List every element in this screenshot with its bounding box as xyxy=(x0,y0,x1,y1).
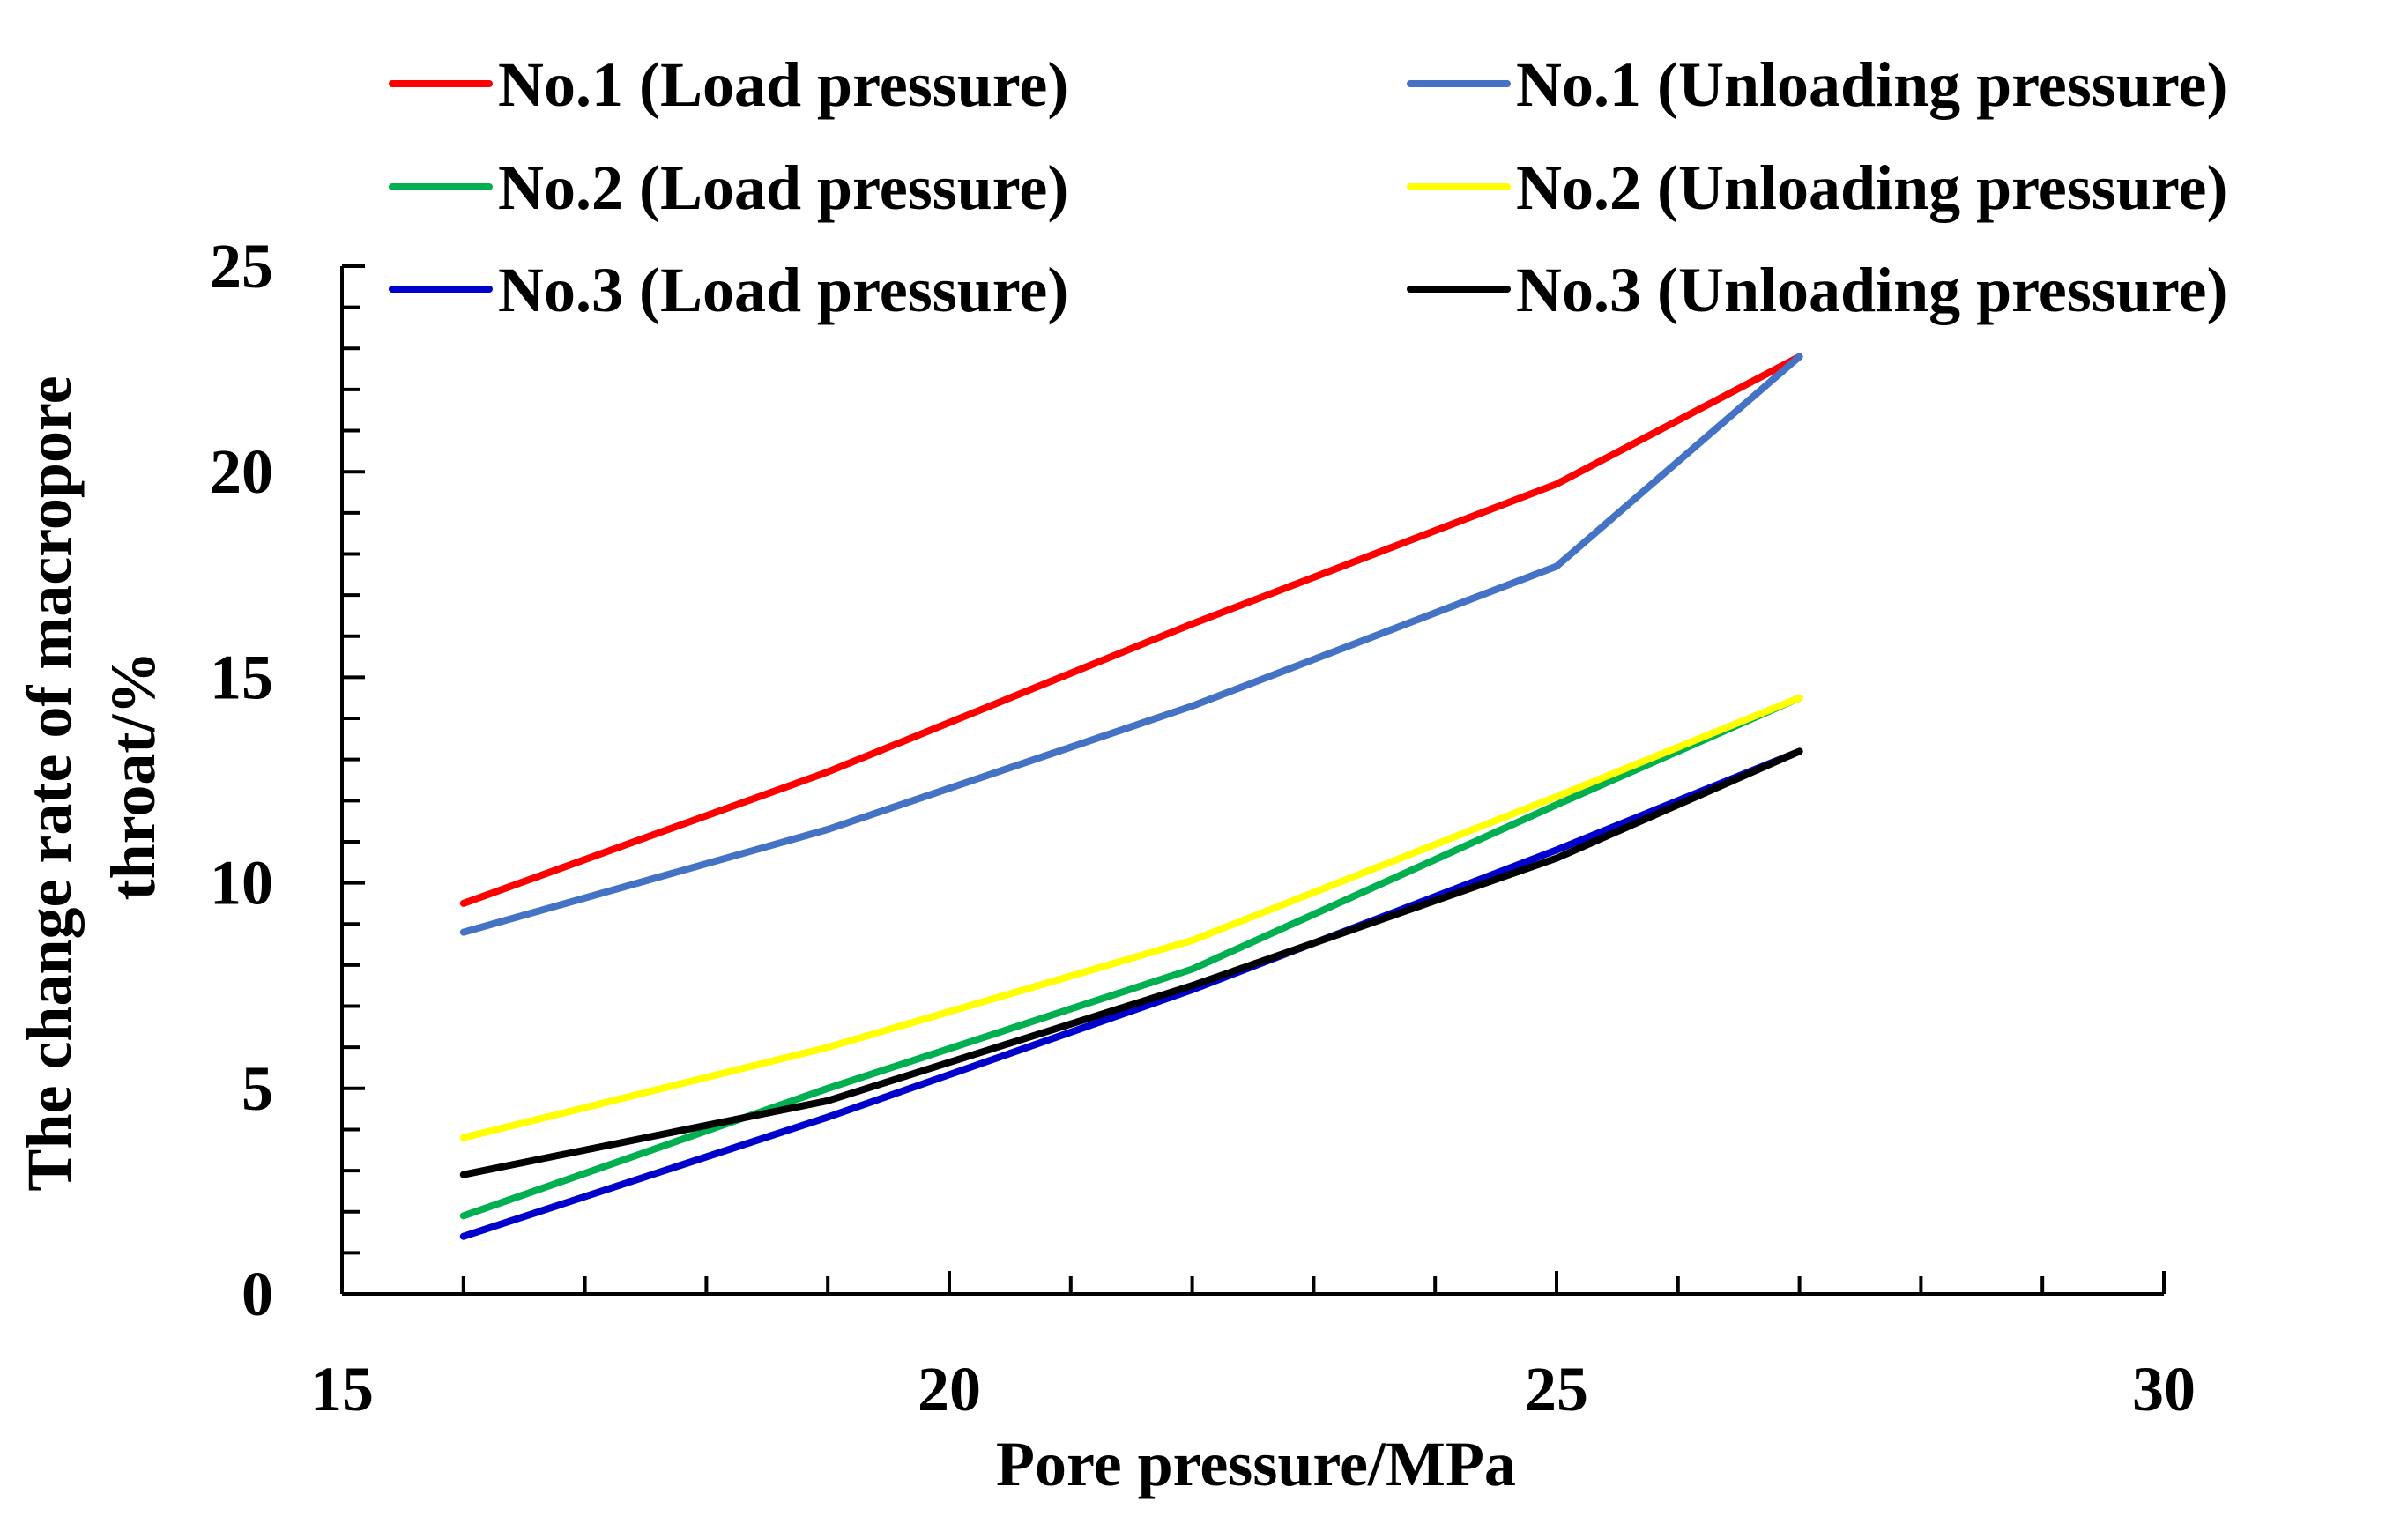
legend-label-4: No.2 (Unloading pressure) xyxy=(1516,152,2227,223)
series-line-3 xyxy=(459,694,1803,1220)
series-line-4 xyxy=(459,694,1803,1141)
series-line-1 xyxy=(459,353,1803,907)
y-tick-label: 25 xyxy=(210,231,273,301)
axis-ticks: 15 20 25 30 0 5 10 15 20 25 xyxy=(210,231,2196,1424)
legend: No.1 (Load pressure) No.1 (Unloading pres… xyxy=(389,49,2227,325)
x-tick-label: 30 xyxy=(2132,1354,2196,1424)
series-line-5 xyxy=(459,747,1803,1240)
y-tick-label: 10 xyxy=(210,848,273,918)
y-tick-label: 15 xyxy=(210,642,273,712)
legend-label-6: No.3 (Unloading pressure) xyxy=(1516,255,2227,325)
legend-label-2: No.1 (Unloading pressure) xyxy=(1516,49,2227,120)
legend-label-3: No.2 (Load pressure) xyxy=(498,152,1068,223)
y-axis-title-line-1: The change rate of macropore xyxy=(14,375,85,1191)
y-tick-label: 0 xyxy=(242,1259,273,1329)
x-tick-label: 15 xyxy=(310,1354,374,1424)
x-axis-title: Pore pressure/MPa xyxy=(996,1429,1516,1499)
series-lines xyxy=(459,353,1803,1240)
y-axis-title: The change rate of macropore throat/% xyxy=(14,360,168,1191)
y-axis-title-line-2: throat/% xyxy=(98,651,168,901)
x-tick-label: 25 xyxy=(1525,1354,1588,1424)
y-tick-label: 20 xyxy=(210,436,273,507)
x-tick-label: 20 xyxy=(918,1354,981,1424)
legend-label-5: No.3 (Load pressure) xyxy=(498,255,1068,325)
series-line-2 xyxy=(459,353,1803,936)
axes xyxy=(340,266,2164,1296)
series-line-6 xyxy=(459,747,1803,1178)
y-tick-label: 5 xyxy=(242,1053,273,1124)
legend-label-1: No.1 (Load pressure) xyxy=(498,49,1068,120)
